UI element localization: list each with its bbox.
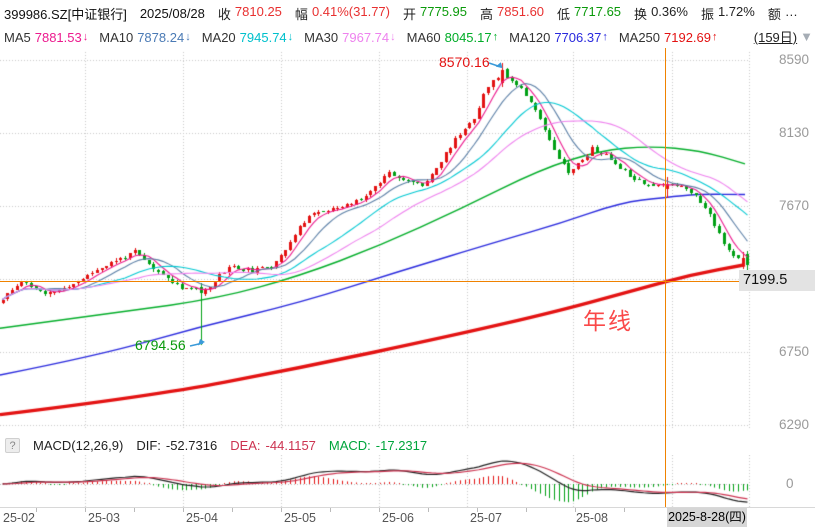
time-axis-label: 25-08: [576, 511, 608, 525]
ma-trend-arrow-icon: ↑: [492, 31, 499, 43]
time-axis: 25-02 25-03 25-04 25-05 25-06 25-07 25-08 2025…: [0, 507, 815, 527]
price-axis-label: 7670: [779, 198, 810, 214]
quote-field-label: 幅: [294, 6, 308, 22]
ma-label: MA250: [618, 29, 661, 45]
macd-value-label: DIF:: [136, 437, 161, 453]
ma-label: MA60: [406, 29, 441, 45]
help-icon[interactable]: ?: [5, 437, 20, 453]
macd-title[interactable]: MACD(12,26,9): [33, 437, 124, 453]
ma-item: MA5 7881.53 ↓: [4, 30, 88, 45]
macd-value-label: DEA:: [230, 437, 261, 453]
period-selector[interactable]: (159日) ▼: [754, 27, 813, 46]
quote-field: 额 …: [768, 4, 798, 23]
ma-trend-arrow-icon: ↑: [712, 31, 718, 43]
ma-label: MA5: [4, 29, 31, 45]
ma-trend-arrow-icon: ↓: [82, 31, 89, 43]
macd-value-number: -17.2317: [375, 437, 428, 453]
quote-header-bar: 399986.SZ[中证银行] 2025/08/28 收 7810.25 幅 0…: [0, 0, 815, 26]
ma-label: MA10: [99, 29, 134, 45]
quote-field-value: 7810.25: [234, 3, 282, 19]
quote-field: 幅 0.41%(31.77): [295, 4, 390, 23]
ma-value: 7706.37: [554, 29, 602, 45]
macd-panel-canvas[interactable]: [0, 455, 815, 507]
macd-value-number: -52.7316: [165, 437, 218, 453]
ma-label: MA20: [201, 29, 236, 45]
quote-field-label: 换: [634, 6, 648, 22]
crosshair-date-label: 2025-8-28(四): [667, 508, 747, 527]
price-axis-label: 8590: [779, 52, 810, 68]
peak-price-annotation: 8570.16: [439, 54, 490, 70]
macd-value-item: DIF: -52.7316: [136, 438, 217, 453]
quote-field: 收 7810.25: [218, 4, 282, 23]
year-line-annotation: 年线: [583, 308, 633, 334]
quote-field-value: 7775.95: [420, 3, 468, 19]
chevron-down-icon[interactable]: ▼: [800, 29, 813, 44]
ma-label: MA30: [304, 29, 339, 45]
time-axis-label: 25-04: [186, 511, 218, 525]
ma-label: MA120: [509, 29, 551, 45]
crosshair-horizontal-line: [0, 281, 739, 282]
quote-date: 2025/08/28: [139, 5, 205, 21]
macd-value-item: MACD: -17.2317: [329, 438, 427, 453]
quote-field-value: 7717.65: [574, 3, 622, 19]
time-axis-label: 25-07: [470, 511, 502, 525]
price-axis-label: 8130: [779, 125, 810, 141]
trough-price-annotation: 6794.56: [135, 337, 186, 353]
ma-value: 7881.53: [34, 29, 82, 45]
quote-field: 高 7851.60: [480, 4, 544, 23]
trough-arrow-icon: [189, 339, 205, 347]
price-axis-label: 6750: [779, 344, 810, 360]
quote-fields: 收 7810.25 幅 0.41%(31.77) 开 7775.95 高 785…: [218, 4, 798, 23]
ma-value: 8045.17: [444, 29, 492, 45]
ma-trend-arrow-icon: ↓: [287, 31, 294, 43]
quote-field-label: 额: [767, 6, 781, 22]
quote-field: 开 7775.95: [403, 4, 467, 23]
quote-field-label: 高: [480, 6, 494, 22]
macd-values: DIF: -52.7316 DEA: -44.1157 MACD: -17.23…: [136, 438, 427, 453]
ma-item: MA10 7878.24 ↓: [99, 30, 190, 45]
ma-item: MA20 7945.74 ↓: [202, 30, 293, 45]
macd-value-item: DEA: -44.1157: [230, 438, 316, 453]
ma-item: MA250 7192.69 ↑: [619, 30, 718, 45]
ma-item: MA60 8045.17 ↑: [407, 30, 498, 45]
symbol-title: 399986.SZ[中证银行]: [4, 6, 127, 22]
quote-field-value: 1.72%: [717, 3, 755, 19]
ma-value: 7878.24: [137, 29, 185, 45]
time-axis-label: 25-05: [284, 511, 316, 525]
quote-field: 振 1.72%: [701, 4, 755, 23]
ma-trend-arrow-icon: ↓: [185, 31, 191, 43]
ma-values-bar: MA5 7881.53 ↓ MA10 7878.24 ↓ MA20 7945.7…: [0, 26, 815, 48]
period-label[interactable]: (159日): [753, 30, 798, 45]
ma-value: 7192.69: [664, 29, 712, 45]
time-axis-label: 25-06: [382, 511, 414, 525]
quote-field-label: 收: [217, 6, 231, 22]
peak-arrow-icon: [488, 62, 503, 69]
quote-field-value: 0.36%: [651, 3, 688, 19]
quote-field-value: 0.41%(31.77): [311, 3, 390, 19]
macd-value-label: MACD:: [328, 437, 371, 453]
quote-field-label: 开: [403, 6, 417, 22]
ma-value: 7945.74: [239, 29, 287, 45]
crosshair-vertical-line: [665, 48, 666, 507]
macd-zero-label: 0: [786, 476, 794, 492]
quote-field: 低 7717.65: [557, 4, 621, 23]
price-axis-label: 6290: [779, 417, 810, 433]
quote-field-value: 7851.60: [497, 3, 545, 19]
macd-value-number: -44.1157: [265, 437, 316, 453]
quote-field: 换 0.36%: [634, 4, 688, 23]
macd-header-bar: ? MACD(12,26,9) DIF: -52.7316 DEA: -44.1…: [0, 436, 815, 454]
time-axis-label: 25-03: [88, 511, 120, 525]
ma-trend-arrow-icon: ↑: [602, 31, 608, 43]
time-axis-label: 25-02: [3, 511, 35, 525]
main-chart-canvas[interactable]: [0, 47, 815, 437]
ma-trend-arrow-icon: ↓: [390, 31, 396, 43]
ma-item: MA30 7967.74 ↓: [304, 30, 395, 45]
ma-item: MA120 7706.37 ↑: [509, 30, 608, 45]
ma-value: 7967.74: [342, 29, 390, 45]
quote-field-label: 振: [700, 6, 714, 22]
quote-field-label: 低: [557, 6, 571, 22]
crosshair-price-label: 7199.5: [739, 270, 815, 291]
quote-field-value: …: [784, 3, 798, 19]
